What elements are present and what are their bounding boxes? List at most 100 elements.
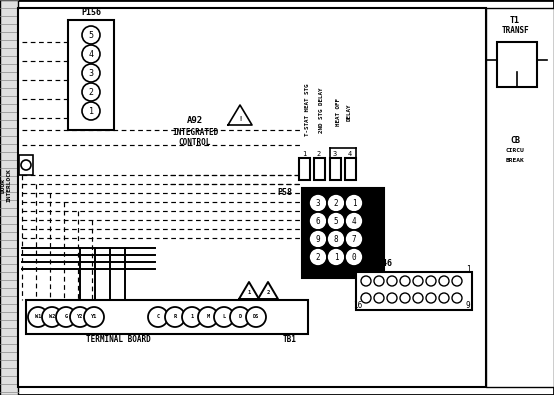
Circle shape xyxy=(327,230,345,248)
Text: Y2: Y2 xyxy=(77,314,83,320)
Bar xyxy=(356,272,472,310)
Text: 1: 1 xyxy=(191,314,193,320)
Circle shape xyxy=(309,212,327,230)
Text: 5: 5 xyxy=(334,216,338,226)
Text: DOOR
INTERLOCK: DOOR INTERLOCK xyxy=(1,168,12,202)
Text: 2: 2 xyxy=(266,290,270,295)
Circle shape xyxy=(361,276,371,286)
Text: M: M xyxy=(207,314,209,320)
Bar xyxy=(345,158,356,180)
Text: 8: 8 xyxy=(334,235,338,243)
Text: 2: 2 xyxy=(89,88,94,96)
Text: L: L xyxy=(223,314,225,320)
Circle shape xyxy=(439,293,449,303)
Circle shape xyxy=(198,307,218,327)
Text: TB1: TB1 xyxy=(283,335,297,344)
Text: 3: 3 xyxy=(89,68,94,77)
Text: 9: 9 xyxy=(316,235,320,243)
Text: 1: 1 xyxy=(334,252,338,261)
Circle shape xyxy=(345,212,363,230)
Circle shape xyxy=(413,293,423,303)
Circle shape xyxy=(345,248,363,266)
Circle shape xyxy=(148,307,168,327)
Text: 7: 7 xyxy=(352,235,356,243)
Text: P46: P46 xyxy=(377,258,392,267)
Circle shape xyxy=(345,194,363,212)
Circle shape xyxy=(452,276,462,286)
Circle shape xyxy=(70,307,90,327)
Circle shape xyxy=(426,276,436,286)
Text: D: D xyxy=(238,314,242,320)
Circle shape xyxy=(56,307,76,327)
Text: CONTROL: CONTROL xyxy=(179,137,211,147)
Circle shape xyxy=(246,307,266,327)
Circle shape xyxy=(374,276,384,286)
Bar xyxy=(486,8,554,387)
Text: 4: 4 xyxy=(348,151,352,157)
Circle shape xyxy=(82,26,100,44)
Circle shape xyxy=(361,293,371,303)
Circle shape xyxy=(400,276,410,286)
Text: W1: W1 xyxy=(35,314,41,320)
Text: !: ! xyxy=(238,116,242,122)
Text: 2: 2 xyxy=(317,151,321,157)
Text: 2: 2 xyxy=(334,199,338,207)
Text: BREAK: BREAK xyxy=(506,158,525,162)
Text: 6: 6 xyxy=(316,216,320,226)
Text: T1: T1 xyxy=(510,15,520,24)
Text: 1: 1 xyxy=(248,290,250,295)
Text: 4: 4 xyxy=(352,216,356,226)
Circle shape xyxy=(84,307,104,327)
Circle shape xyxy=(82,83,100,101)
Circle shape xyxy=(400,293,410,303)
Text: 4: 4 xyxy=(89,49,94,58)
Bar xyxy=(0,0,18,395)
Circle shape xyxy=(214,307,234,327)
Circle shape xyxy=(309,248,327,266)
Circle shape xyxy=(28,307,48,327)
Circle shape xyxy=(82,102,100,120)
Text: HEAT OFF: HEAT OFF xyxy=(336,98,341,126)
Text: 9: 9 xyxy=(466,301,470,310)
Circle shape xyxy=(309,230,327,248)
Bar xyxy=(18,8,486,387)
Text: CIRCU: CIRCU xyxy=(506,147,525,152)
Text: G: G xyxy=(64,314,68,320)
Text: TRANSF: TRANSF xyxy=(501,26,529,34)
Circle shape xyxy=(345,230,363,248)
Text: TERMINAL BOARD: TERMINAL BOARD xyxy=(86,335,150,344)
Text: A92: A92 xyxy=(187,115,203,124)
Text: 0: 0 xyxy=(352,252,356,261)
Bar xyxy=(26,300,308,334)
Text: R: R xyxy=(173,314,177,320)
Circle shape xyxy=(230,307,250,327)
Circle shape xyxy=(452,293,462,303)
Text: 1: 1 xyxy=(466,265,470,275)
Bar xyxy=(302,188,384,278)
Text: 2: 2 xyxy=(316,252,320,261)
Circle shape xyxy=(413,276,423,286)
Circle shape xyxy=(42,307,62,327)
Text: P156: P156 xyxy=(81,8,101,17)
Text: 2ND STG DELAY: 2ND STG DELAY xyxy=(319,87,324,133)
Text: 1: 1 xyxy=(352,199,356,207)
Circle shape xyxy=(426,293,436,303)
Text: T-STAT HEAT STG: T-STAT HEAT STG xyxy=(305,84,310,136)
Circle shape xyxy=(165,307,185,327)
Text: CB: CB xyxy=(510,135,520,145)
Text: DS: DS xyxy=(253,314,259,320)
Circle shape xyxy=(327,194,345,212)
Circle shape xyxy=(21,160,31,170)
Circle shape xyxy=(182,307,202,327)
Bar xyxy=(68,20,114,130)
Circle shape xyxy=(309,194,327,212)
Text: Y1: Y1 xyxy=(91,314,97,320)
Bar xyxy=(314,158,325,180)
Text: C: C xyxy=(156,314,160,320)
Text: W2: W2 xyxy=(49,314,55,320)
Circle shape xyxy=(387,276,397,286)
Bar xyxy=(299,158,310,180)
Text: 16: 16 xyxy=(353,301,363,310)
Text: 8: 8 xyxy=(358,265,362,275)
Bar xyxy=(497,42,537,87)
